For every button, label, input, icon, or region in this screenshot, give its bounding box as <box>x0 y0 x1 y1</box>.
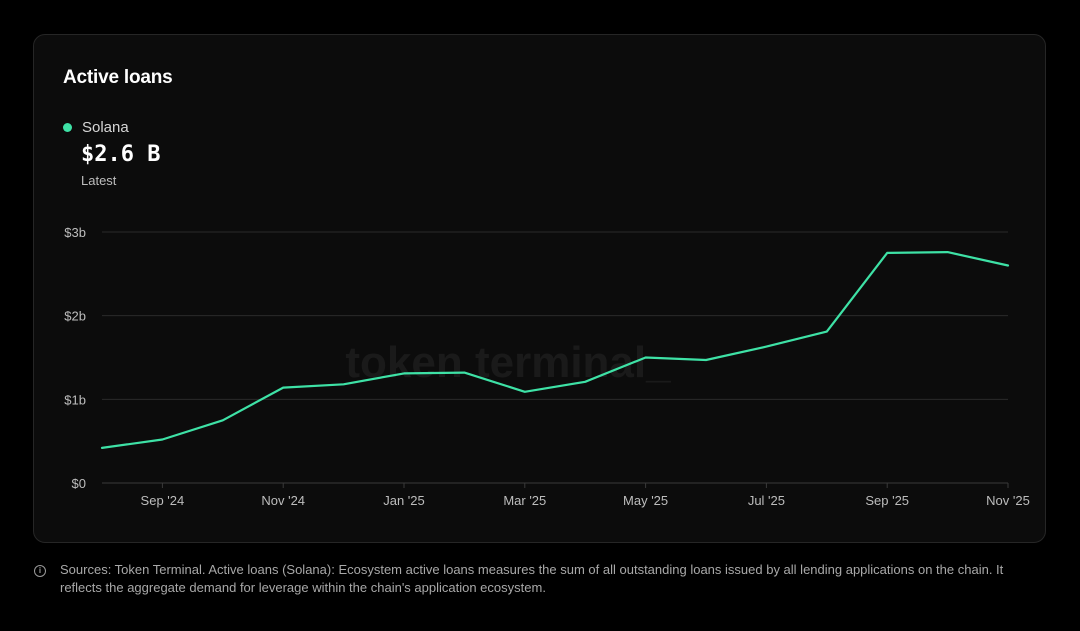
footer-note: i Sources: Token Terminal. Active loans … <box>34 561 1034 597</box>
legend-item-solana[interactable]: Solana <box>63 119 129 136</box>
x-tick-label: Mar '25 <box>503 493 546 508</box>
footer-text: Sources: Token Terminal. Active loans (S… <box>60 562 1004 595</box>
y-tick-label: $1b <box>64 392 86 407</box>
x-tick-label: Sep '25 <box>865 493 909 508</box>
latest-value: $2.6 B <box>81 142 161 167</box>
chart-title: Active loans <box>63 67 173 88</box>
y-tick-label: $3b <box>64 225 86 240</box>
watermark: token terminal_ <box>345 338 671 387</box>
x-tick-label: May '25 <box>623 493 668 508</box>
x-tick-label: Sep '24 <box>141 493 185 508</box>
legend-dot-icon <box>63 123 72 132</box>
chart-card: Active loans Solana $2.6 B Latest token … <box>33 34 1046 543</box>
latest-caption: Latest <box>81 173 117 188</box>
x-tick-label: Nov '25 <box>986 493 1030 508</box>
y-tick-label: $2b <box>64 309 86 324</box>
series-line-solana <box>100 251 1010 449</box>
line-chart[interactable]: token terminal_ $0 $1b $2b $3b Sep '24 Nov '… <box>34 35 1047 544</box>
x-tick-label: Jan '25 <box>383 493 425 508</box>
x-tick-label: Nov '24 <box>261 493 305 508</box>
legend-label: Solana <box>82 119 129 136</box>
x-tick-label: Jul '25 <box>748 493 785 508</box>
info-circle-icon: i <box>34 565 46 577</box>
y-tick-label: $0 <box>72 476 86 491</box>
